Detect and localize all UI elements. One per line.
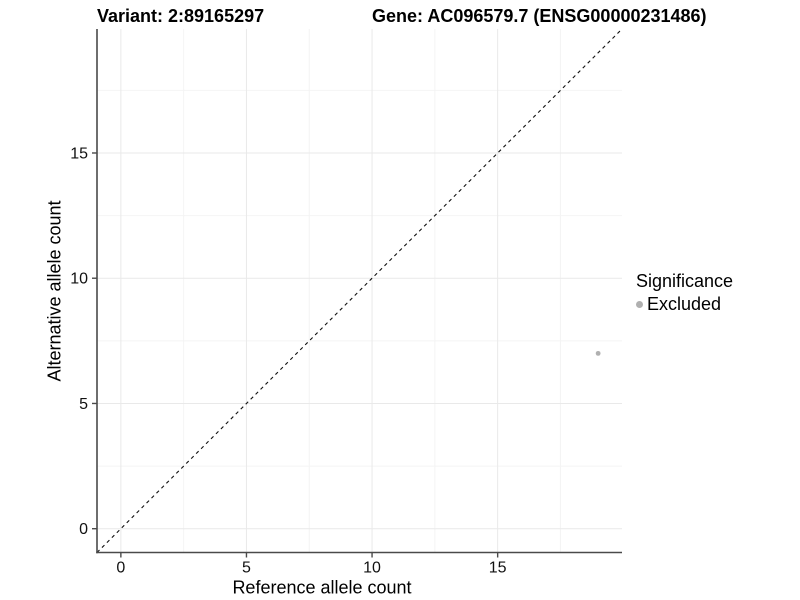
legend-title: Significance: [636, 271, 734, 291]
y-axis-title: Alternative allele count: [44, 200, 65, 382]
legend-key-dot-icon: [636, 300, 643, 308]
x-tick-label: 15: [489, 560, 507, 577]
identity-dashed-line: [96, 28, 623, 553]
legend-item-label: Excluded: [647, 294, 722, 314]
y-tick-label: 15: [70, 145, 88, 162]
x-tick-label: 0: [116, 560, 125, 577]
y-tick-label: 10: [70, 271, 88, 288]
data-point: [595, 350, 601, 356]
x-tick-label: 5: [242, 560, 251, 577]
legend: Significance Excluded: [636, 271, 733, 314]
x-tick-label: 10: [363, 560, 381, 577]
gene-title: Gene: AC096579.7 (ENSG00000231486): [372, 6, 707, 26]
x-axis-title: Reference allele count: [232, 577, 412, 598]
legend-item-excluded: Excluded: [636, 294, 733, 314]
y-tick-label: 5: [79, 396, 88, 413]
variant-title: Variant: 2:89165297: [97, 6, 265, 26]
y-tick-label: 0: [79, 521, 88, 538]
